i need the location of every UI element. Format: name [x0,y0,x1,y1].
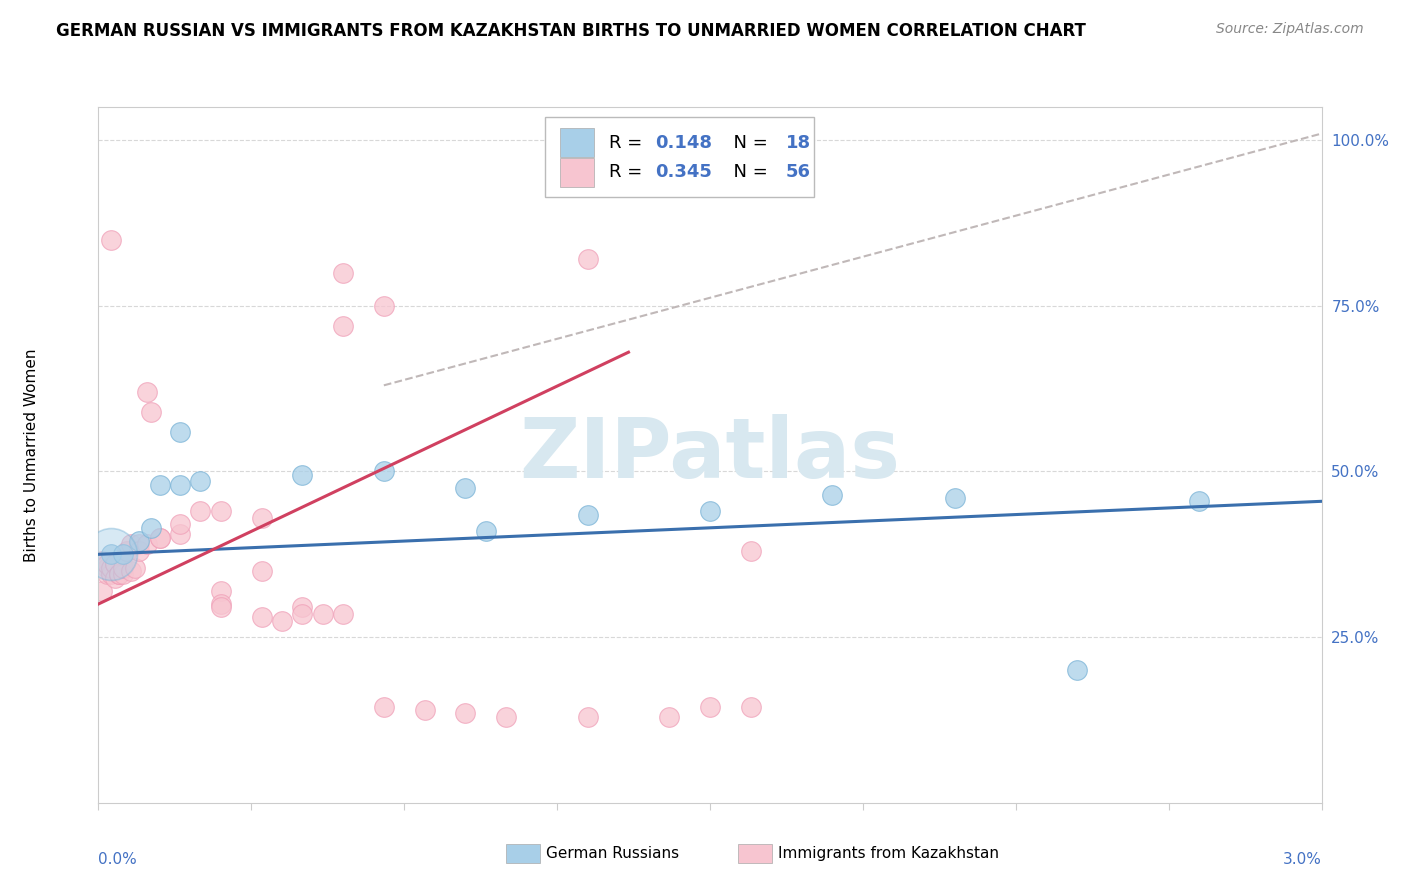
Point [332,266,354,280]
Point [108,567,131,582]
Text: N =: N = [723,134,773,152]
Point [100,567,122,582]
Point [250,564,273,578]
Point [658,709,681,723]
Point [104,558,127,572]
Point [1066,663,1088,677]
Point [1188,494,1211,508]
Point [209,504,232,518]
Point [104,558,127,572]
Text: 3.0%: 3.0% [1282,852,1322,866]
Point [576,709,599,723]
Text: GERMAN RUSSIAN VS IMMIGRANTS FROM KAZAKHSTAN BIRTHS TO UNMARRIED WOMEN CORRELATI: GERMAN RUSSIAN VS IMMIGRANTS FROM KAZAKH… [56,22,1085,40]
Point [96,558,118,572]
Point [96,560,118,574]
Point [209,597,232,611]
Point [821,488,844,502]
Text: Births to Unmarried Women: Births to Unmarried Women [24,348,38,562]
Point [943,491,966,505]
Point [100,560,122,574]
Point [250,511,273,525]
Point [270,614,292,628]
Text: 0.0%: 0.0% [98,852,138,866]
Point [100,547,122,561]
Point [91,583,114,598]
Point [413,703,436,717]
Point [209,583,232,598]
Point [100,547,122,561]
Point [96,567,118,582]
Point [291,607,314,621]
Point [91,554,114,568]
Point [495,709,517,723]
Point [699,699,721,714]
Point [699,504,721,518]
Point [120,564,142,578]
Point [454,706,477,721]
Point [120,537,142,551]
Point [111,567,134,582]
Text: R =: R = [609,134,648,152]
Text: 18: 18 [786,134,811,152]
Text: Source: ZipAtlas.com: Source: ZipAtlas.com [1216,22,1364,37]
Point [104,570,127,584]
Point [115,544,138,558]
Text: 0.345: 0.345 [655,163,711,181]
Point [373,699,395,714]
Point [136,384,159,399]
Point [149,477,172,491]
Point [311,607,335,621]
Point [373,465,395,479]
Point [111,547,134,561]
Point [474,524,498,538]
Point [169,425,191,439]
Point [128,544,150,558]
Point [100,233,122,247]
Text: N =: N = [723,163,773,181]
Point [291,467,314,482]
FancyBboxPatch shape [546,118,814,197]
Point [111,560,134,574]
Text: 56: 56 [786,163,811,181]
Point [188,475,212,489]
Text: Immigrants from Kazakhstan: Immigrants from Kazakhstan [778,847,998,861]
Point [169,517,191,532]
FancyBboxPatch shape [560,158,593,187]
Point [740,699,762,714]
Point [108,567,131,582]
Point [740,544,762,558]
Point [124,560,146,574]
Point [250,610,273,624]
FancyBboxPatch shape [560,128,593,157]
Text: R =: R = [609,163,648,181]
Text: 0.148: 0.148 [655,134,711,152]
Point [141,521,163,535]
Point [149,531,172,545]
Point [332,607,354,621]
Point [188,504,212,518]
Text: ZIPatlas: ZIPatlas [520,415,900,495]
Point [332,318,354,333]
Point [149,531,172,545]
Point [115,544,138,558]
Point [576,508,599,522]
Point [128,537,150,551]
Point [209,600,232,615]
Point [454,481,477,495]
Point [576,252,599,267]
Point [169,477,191,491]
Point [141,405,163,419]
Point [136,537,159,551]
Point [108,567,131,582]
Point [291,600,314,615]
Point [169,527,191,541]
Point [373,299,395,313]
Point [128,534,150,549]
Text: German Russians: German Russians [546,847,679,861]
